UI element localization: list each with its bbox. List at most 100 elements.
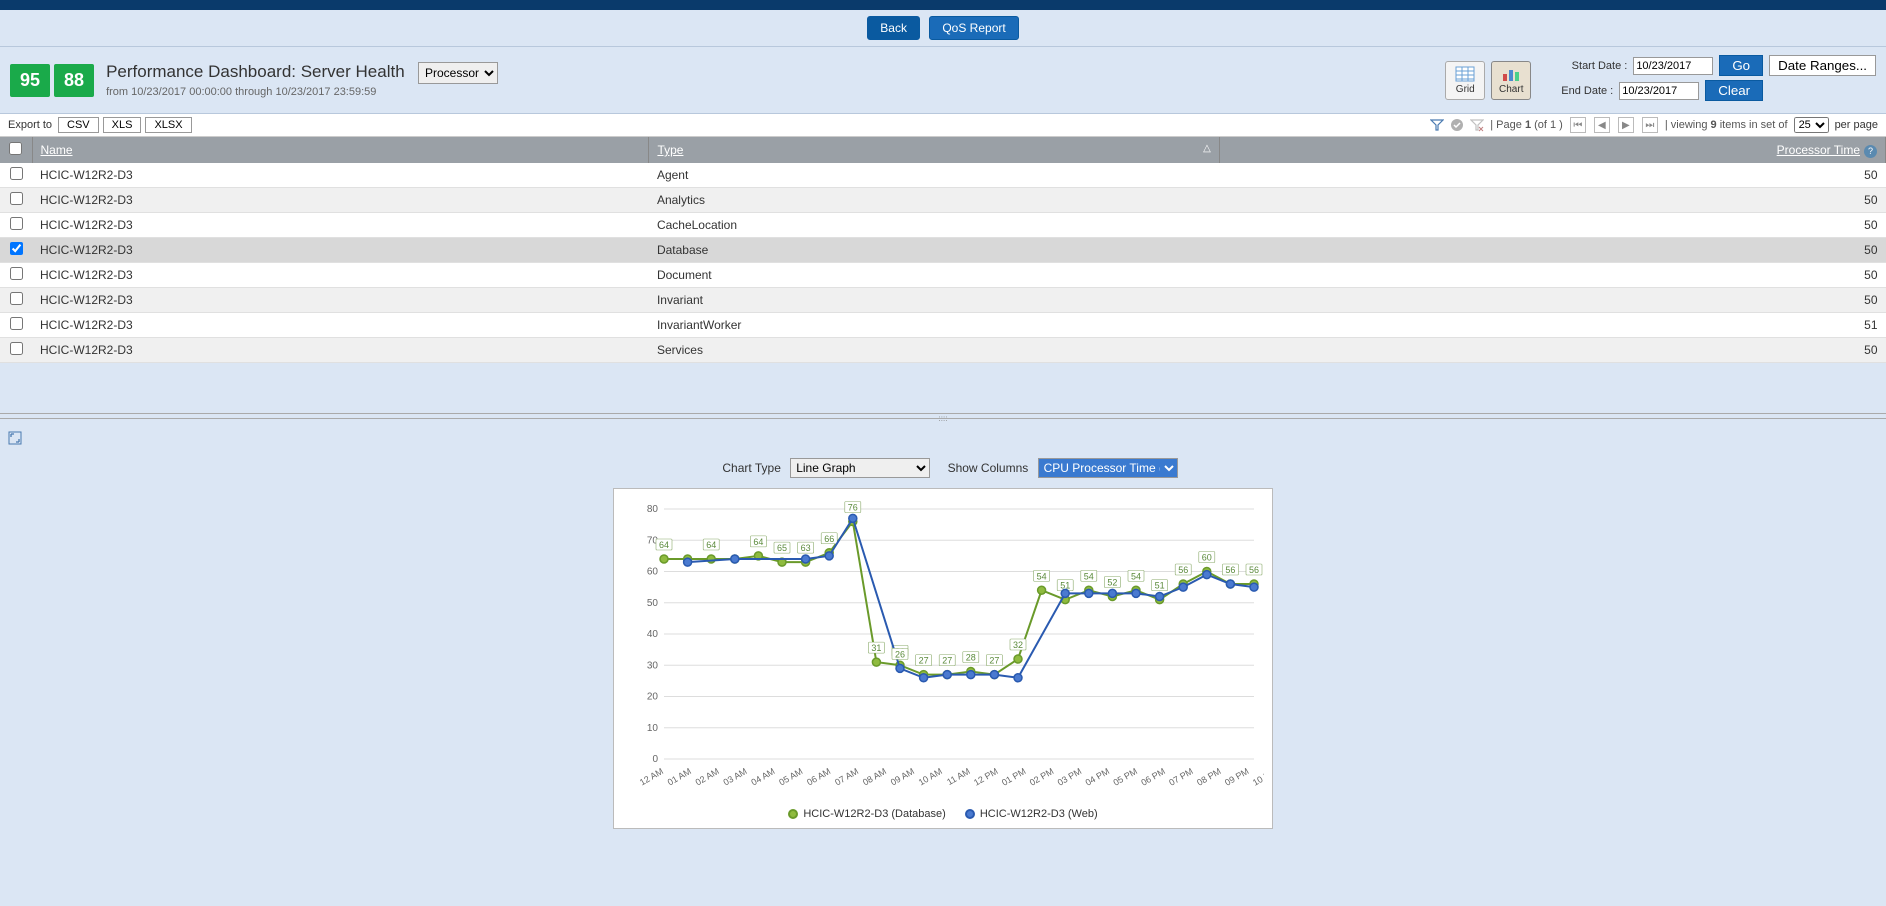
- cell-type: Invariant: [649, 288, 1219, 313]
- cell-ptime: 51: [1219, 313, 1885, 338]
- svg-text:66: 66: [824, 534, 834, 544]
- legend-dot-2: [965, 809, 975, 819]
- end-date-input[interactable]: [1619, 82, 1699, 100]
- next-page-button[interactable]: ▶: [1618, 117, 1634, 133]
- cell-name: HCIC-W12R2-D3: [32, 163, 649, 188]
- svg-text:0: 0: [652, 754, 658, 765]
- svg-text:31: 31: [871, 643, 881, 653]
- chart-controls: Chart Type Line Graph Show Columns CPU P…: [0, 458, 1886, 478]
- svg-text:04 PM: 04 PM: [1084, 766, 1112, 788]
- qos-report-button[interactable]: QoS Report: [929, 16, 1018, 40]
- row-checkbox[interactable]: [10, 217, 23, 230]
- svg-text:02 PM: 02 PM: [1028, 766, 1056, 788]
- row-checkbox[interactable]: [10, 267, 23, 280]
- svg-text:64: 64: [659, 540, 669, 550]
- date-range-controls: Start Date : Go Date Ranges... End Date …: [1561, 55, 1876, 105]
- grid-view-button[interactable]: Grid: [1445, 61, 1485, 100]
- cell-ptime: 50: [1219, 338, 1885, 363]
- help-icon[interactable]: ?: [1864, 145, 1877, 158]
- table-row[interactable]: HCIC-W12R2-D3 Database 50: [0, 238, 1886, 263]
- check-icon[interactable]: [1450, 118, 1464, 132]
- last-page-button[interactable]: ⏭: [1642, 117, 1658, 133]
- row-checkbox[interactable]: [10, 317, 23, 330]
- table-row[interactable]: HCIC-W12R2-D3 InvariantWorker 51: [0, 313, 1886, 338]
- table-row[interactable]: HCIC-W12R2-D3 Services 50: [0, 338, 1886, 363]
- back-button[interactable]: Back: [867, 16, 920, 40]
- table-row[interactable]: HCIC-W12R2-D3 Analytics 50: [0, 188, 1886, 213]
- svg-text:50: 50: [647, 598, 659, 609]
- cell-ptime: 50: [1219, 213, 1885, 238]
- table-row[interactable]: HCIC-W12R2-D3 Document 50: [0, 263, 1886, 288]
- svg-text:64: 64: [706, 540, 716, 550]
- row-checkbox[interactable]: [10, 167, 23, 180]
- chart-type-label: Chart Type: [722, 461, 780, 475]
- table-row[interactable]: HCIC-W12R2-D3 Invariant 50: [0, 288, 1886, 313]
- svg-text:28: 28: [966, 653, 976, 663]
- first-page-button[interactable]: ⏮: [1570, 117, 1586, 133]
- export-csv-button[interactable]: CSV: [58, 117, 99, 133]
- badge-a: 95: [10, 64, 50, 97]
- export-label: Export to: [8, 119, 52, 131]
- row-checkbox[interactable]: [10, 342, 23, 355]
- end-date-label: End Date :: [1561, 85, 1613, 97]
- table-row[interactable]: HCIC-W12R2-D3 CacheLocation 50: [0, 213, 1886, 238]
- row-checkbox[interactable]: [10, 242, 23, 255]
- svg-text:10: 10: [647, 723, 659, 734]
- row-checkbox[interactable]: [10, 192, 23, 205]
- export-xls-button[interactable]: XLS: [103, 117, 142, 133]
- chart-type-select[interactable]: Line Graph: [790, 458, 930, 478]
- chart-view-button[interactable]: Chart: [1491, 61, 1531, 100]
- prev-page-button[interactable]: ◀: [1594, 117, 1610, 133]
- grid-icon: [1455, 66, 1475, 82]
- svg-text:20: 20: [647, 692, 659, 703]
- svg-text:04 AM: 04 AM: [749, 766, 776, 787]
- row-checkbox[interactable]: [10, 292, 23, 305]
- svg-text:54: 54: [1037, 571, 1047, 581]
- svg-text:65: 65: [777, 543, 787, 553]
- select-all-checkbox[interactable]: [9, 142, 22, 155]
- svg-text:80: 80: [647, 504, 659, 515]
- data-table: Name Type Processor Time? HCIC-W12R2-D3 …: [0, 137, 1886, 363]
- cell-type: Agent: [649, 163, 1219, 188]
- table-row[interactable]: HCIC-W12R2-D3 Agent 50: [0, 163, 1886, 188]
- legend-dot-1: [788, 809, 798, 819]
- chart-area: Chart Type Line Graph Show Columns CPU P…: [0, 419, 1886, 849]
- svg-text:08 AM: 08 AM: [861, 766, 888, 787]
- svg-text:56: 56: [1178, 565, 1188, 575]
- date-range-subtitle: from 10/23/2017 00:00:00 through 10/23/2…: [106, 86, 498, 98]
- svg-text:01 PM: 01 PM: [1000, 766, 1028, 788]
- svg-text:08 PM: 08 PM: [1195, 766, 1223, 788]
- go-button[interactable]: Go: [1719, 55, 1763, 76]
- export-xlsx-button[interactable]: XLSX: [145, 117, 191, 133]
- table-toolbar: Export to CSV XLS XLSX | Page 1 (of 1 ) …: [0, 114, 1886, 137]
- show-columns-select[interactable]: CPU Processor Time (%): [1038, 458, 1178, 478]
- dashboard-header: 95 88 Performance Dashboard: Server Heal…: [0, 46, 1886, 114]
- top-nav: [0, 0, 1886, 10]
- filter-icon[interactable]: [1430, 118, 1444, 132]
- cell-type: InvariantWorker: [649, 313, 1219, 338]
- col-processor-time[interactable]: Processor Time?: [1219, 137, 1885, 163]
- svg-text:27: 27: [942, 656, 952, 666]
- date-ranges-button[interactable]: Date Ranges...: [1769, 55, 1876, 76]
- col-name[interactable]: Name: [32, 137, 649, 163]
- clear-button[interactable]: Clear: [1705, 80, 1763, 101]
- cell-type: Document: [649, 263, 1219, 288]
- col-type[interactable]: Type: [649, 137, 1219, 163]
- show-columns-label: Show Columns: [948, 461, 1029, 475]
- clear-filter-icon[interactable]: [1470, 118, 1484, 132]
- cell-ptime: 50: [1219, 288, 1885, 313]
- processor-select[interactable]: Processor: [418, 62, 498, 84]
- per-page-label: per page: [1835, 119, 1878, 131]
- svg-text:30: 30: [647, 660, 659, 671]
- per-page-select[interactable]: 25: [1794, 117, 1829, 133]
- start-date-input[interactable]: [1633, 57, 1713, 75]
- top-button-bar: Back QoS Report: [0, 10, 1886, 46]
- expand-icon[interactable]: [8, 431, 1886, 448]
- svg-text:06 PM: 06 PM: [1139, 766, 1167, 788]
- chart-label: Chart: [1499, 84, 1523, 95]
- cell-name: HCIC-W12R2-D3: [32, 238, 649, 263]
- svg-text:56: 56: [1225, 565, 1235, 575]
- cell-ptime: 50: [1219, 263, 1885, 288]
- svg-text:64: 64: [753, 537, 763, 547]
- score-badges: 95 88: [10, 64, 94, 97]
